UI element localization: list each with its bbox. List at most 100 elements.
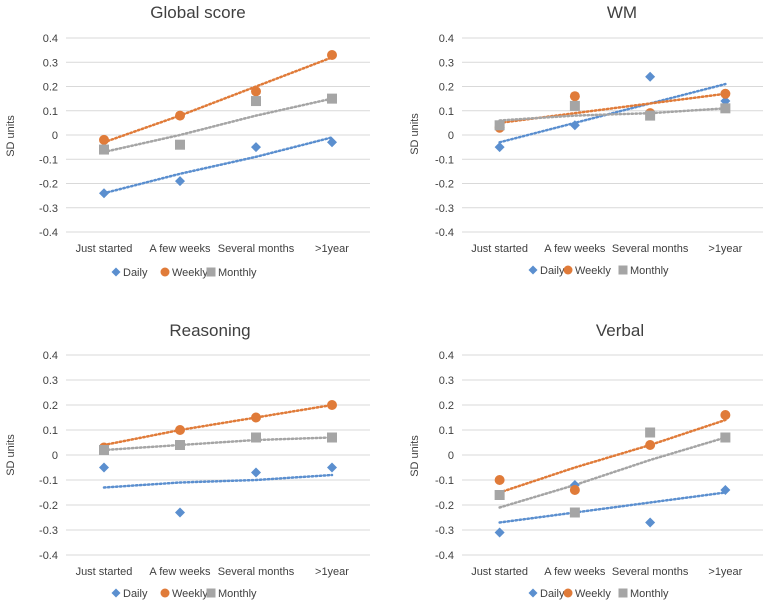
legend-marker-monthly [206, 267, 216, 277]
legend-label-daily: Daily [540, 265, 565, 277]
y-tick-label: -0.1 [435, 154, 454, 166]
legend-label-monthly: Monthly [630, 265, 669, 277]
y-tick-label: 0.2 [43, 82, 58, 94]
data-point-daily [327, 462, 337, 473]
y-tick-label: 0.1 [43, 425, 58, 437]
legend-label-monthly: Monthly [218, 588, 257, 600]
legend-label-daily: Daily [123, 588, 148, 600]
y-tick-label: -0.1 [39, 154, 58, 166]
data-point-monthly [251, 432, 261, 443]
y-tick-label: -0.4 [435, 227, 454, 239]
y-tick-label: 0.2 [439, 82, 454, 94]
y-tick-label: -0.4 [39, 227, 58, 239]
x-tick-label: >1year [315, 566, 349, 578]
data-point-daily [645, 517, 656, 528]
data-point-weekly [99, 134, 109, 145]
data-point-daily [494, 527, 505, 538]
x-tick-label: A few weeks [149, 243, 211, 255]
data-point-weekly [251, 86, 261, 97]
trendline-monthly [498, 436, 727, 509]
x-tick-label: A few weeks [544, 243, 606, 255]
legend-marker-weekly [160, 588, 170, 598]
y-tick-label: -0.3 [435, 203, 454, 215]
chart-panel-2: WM SD units 0.4 0.3 0.2 0.1 0 -0.1 -0.2 -0.3 -0.4 J… [409, 3, 763, 277]
legend-marker-daily [528, 588, 538, 598]
data-point-monthly [251, 96, 261, 107]
y-tick-label: -0.2 [39, 500, 58, 512]
x-tick-label: >1year [708, 566, 742, 578]
data-point-monthly [720, 432, 731, 443]
trendline-monthly [102, 97, 334, 154]
legend-marker-monthly [618, 588, 628, 598]
x-tick-label: Several months [218, 566, 295, 578]
trendline-daily [498, 491, 727, 524]
y-tick-label: -0.3 [435, 525, 454, 537]
legend-label-monthly: Monthly [218, 267, 257, 279]
data-point-daily [720, 485, 731, 495]
legend-marker-weekly [563, 265, 573, 275]
data-point-weekly [175, 425, 185, 435]
data-point-monthly [645, 427, 656, 438]
y-tick-label: -0.1 [39, 475, 58, 487]
y-tick-label: 0.2 [439, 400, 454, 412]
data-point-monthly [175, 139, 185, 150]
data-point-monthly [494, 490, 505, 500]
y-axis-label: SD units [5, 115, 17, 157]
y-tick-label: 0 [448, 450, 454, 462]
chart-panel-1: Global score SD units 0.4 0.3 0.2 0.1 0 -0.1 -0.… [5, 3, 370, 279]
legend-marker-daily [528, 265, 538, 275]
y-tick-label: -0.1 [435, 475, 454, 487]
chart-title: Reasoning [169, 321, 250, 340]
legend-marker-monthly [206, 588, 216, 598]
data-point-weekly [327, 400, 337, 410]
y-axis-label: SD units [409, 435, 421, 477]
legend-label-weekly: Weekly [575, 588, 611, 600]
y-tick-label: 0 [52, 130, 58, 142]
y-tick-label: -0.3 [39, 203, 58, 215]
y-tick-label: 0.4 [439, 33, 454, 45]
y-tick-label: 0.4 [43, 350, 58, 362]
data-point-daily [569, 120, 580, 131]
y-tick-label: 0.4 [439, 350, 454, 362]
data-point-weekly [720, 410, 731, 420]
data-point-monthly [569, 507, 580, 518]
y-tick-label: 0.4 [43, 33, 58, 45]
legend-label-monthly: Monthly [630, 588, 669, 600]
legend-label-weekly: Weekly [575, 265, 611, 277]
data-point-daily [251, 142, 261, 153]
data-point-daily [251, 467, 261, 478]
chart-panel-4: Verbal SD units 0.4 0.3 0.2 0.1 0 -0.1 -0.2 -0.3 -… [409, 321, 763, 600]
data-point-daily [175, 507, 185, 518]
x-tick-label: Just started [76, 243, 133, 255]
data-point-weekly [494, 475, 505, 485]
y-tick-label: 0.1 [43, 106, 58, 118]
y-tick-label: 0.1 [439, 425, 454, 437]
data-point-monthly [99, 144, 109, 155]
trendline-monthly [498, 107, 727, 122]
data-point-monthly [494, 120, 505, 131]
data-point-daily [175, 176, 185, 187]
x-tick-label: >1year [315, 243, 349, 255]
trendline-daily [102, 473, 334, 489]
x-tick-label: Just started [471, 566, 528, 578]
trendline-monthly [102, 436, 334, 452]
x-tick-label: A few weeks [149, 566, 211, 578]
trendline-weekly [102, 403, 334, 447]
data-point-monthly [99, 445, 109, 455]
x-tick-label: Several months [612, 566, 689, 578]
chart-title: Global score [150, 3, 245, 22]
y-tick-label: -0.2 [435, 179, 454, 191]
data-point-weekly [327, 49, 337, 60]
trendline-daily [102, 136, 334, 195]
chart-title: WM [607, 3, 637, 22]
y-axis-label: SD units [409, 113, 421, 155]
data-point-monthly [720, 103, 731, 114]
legend-marker-weekly [160, 267, 170, 277]
x-tick-label: Just started [76, 566, 133, 578]
legend-marker-weekly [563, 588, 573, 598]
data-point-daily [99, 462, 109, 473]
legend-label-weekly: Weekly [172, 588, 208, 600]
data-point-weekly [175, 110, 185, 121]
y-tick-label: 0.3 [439, 375, 454, 387]
data-point-daily [494, 142, 505, 153]
